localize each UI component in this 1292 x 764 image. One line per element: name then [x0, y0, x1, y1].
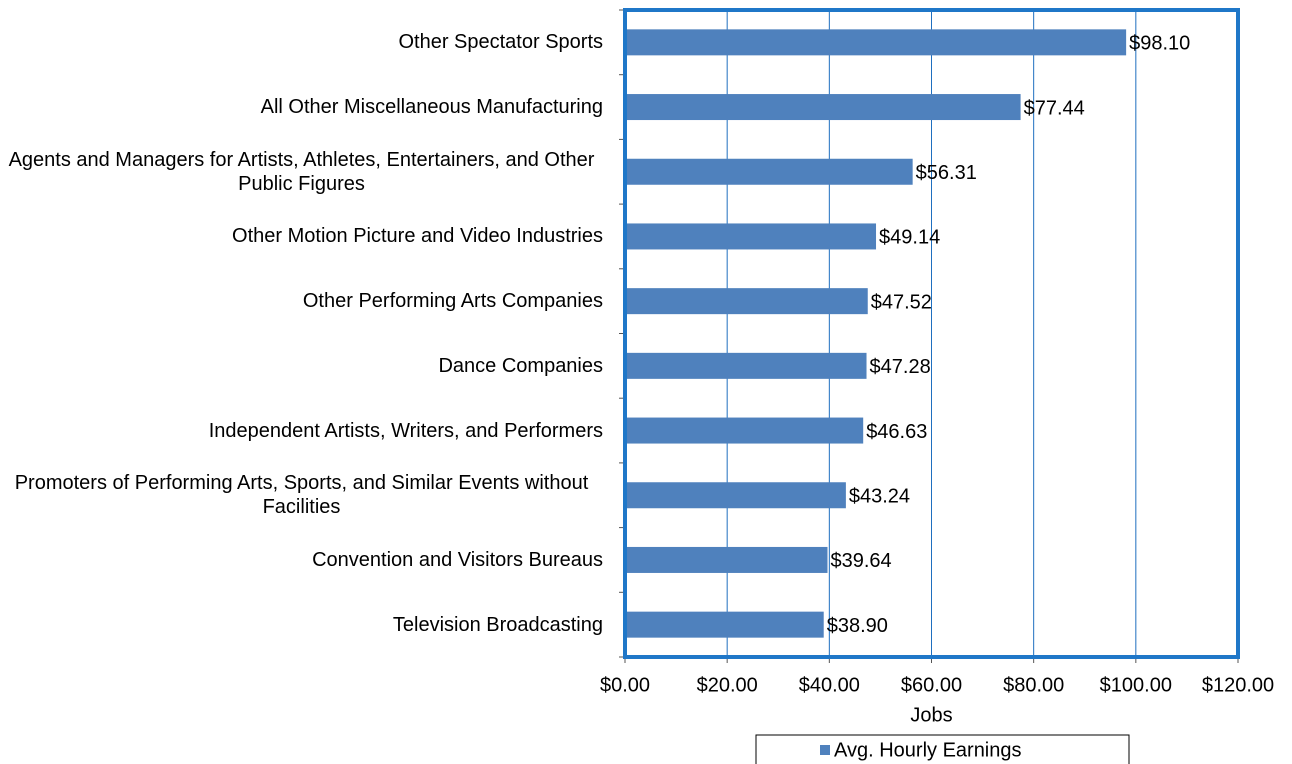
y-tick-label: Independent Artists, Writers, and Perfor…	[0, 398, 603, 463]
y-tick-label: All Other Miscellaneous Manufacturing	[0, 75, 603, 140]
x-axis-label: Jobs	[910, 704, 952, 726]
x-tick-label: $80.00	[1003, 674, 1064, 696]
bar	[625, 288, 868, 315]
y-tick-label: Other Motion Picture and Video Industrie…	[0, 204, 603, 269]
data-label: $38.90	[827, 615, 888, 637]
y-tick-label-text: Other Motion Picture and Video Industrie…	[232, 225, 603, 248]
bar	[625, 158, 913, 185]
y-tick-label-text: All Other Miscellaneous Manufacturing	[260, 96, 603, 119]
y-tick-label-text: Dance Companies	[438, 354, 603, 377]
plot-frame	[623, 8, 1240, 659]
data-label: $46.63	[866, 421, 927, 443]
bar	[625, 94, 1021, 121]
x-tick-label: $0.00	[600, 674, 650, 696]
bar	[625, 223, 877, 250]
legend-box	[755, 734, 1130, 764]
x-tick-label: $120.00	[1202, 674, 1274, 696]
data-label: $39.64	[830, 550, 891, 572]
legend-swatch	[820, 745, 830, 755]
x-tick-label: $20.00	[697, 674, 758, 696]
bar	[625, 29, 1127, 56]
data-label: $47.52	[871, 291, 932, 313]
y-tick-label: Promoters of Performing Arts, Sports, an…	[0, 463, 603, 528]
x-tick-label: $40.00	[799, 674, 860, 696]
y-tick-label-text: Independent Artists, Writers, and Perfor…	[208, 419, 603, 442]
y-tick-label-text: Other Spectator Sports	[398, 31, 603, 54]
y-tick-label: Convention and Visitors Bureaus	[0, 528, 603, 593]
y-tick-label-text: Television Broadcasting	[392, 613, 603, 636]
bar	[625, 546, 828, 573]
data-label: $43.24	[849, 486, 910, 508]
y-tick-label-text: Agents and Managers for Artists, Athlete…	[8, 148, 595, 195]
data-label: $47.28	[870, 356, 931, 378]
y-tick-label: Television Broadcasting	[0, 592, 603, 657]
legend-label: Avg. Hourly Earnings	[834, 739, 1022, 761]
x-tick-label: $100.00	[1100, 674, 1172, 696]
data-label: $77.44	[1024, 97, 1085, 119]
data-label: $98.10	[1129, 33, 1190, 55]
data-label: $49.14	[879, 227, 940, 249]
y-tick-label-text: Promoters of Performing Arts, Sports, an…	[14, 472, 589, 519]
bar	[625, 611, 824, 638]
bar	[625, 417, 864, 444]
y-tick-label: Dance Companies	[0, 334, 603, 399]
y-tick-label: Other Performing Arts Companies	[0, 269, 603, 334]
y-tick-label: Other Spectator Sports	[0, 10, 603, 75]
data-label: $56.31	[916, 162, 977, 184]
y-tick-label: Agents and Managers for Artists, Athlete…	[0, 139, 603, 204]
x-tick-label: $60.00	[901, 674, 962, 696]
y-tick-label-text: Convention and Visitors Bureaus	[312, 548, 603, 571]
y-tick-label-text: Other Performing Arts Companies	[302, 290, 603, 313]
bar	[625, 482, 846, 509]
bar	[625, 352, 867, 379]
